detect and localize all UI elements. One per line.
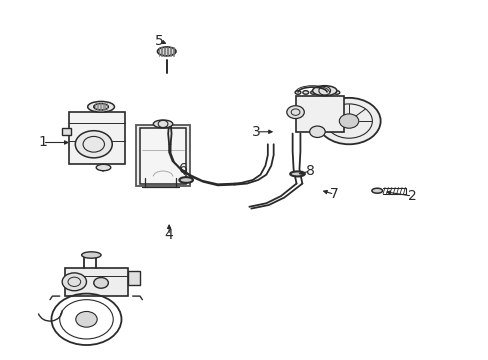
- Circle shape: [62, 273, 86, 291]
- Ellipse shape: [310, 91, 316, 94]
- Bar: [64, 267, 127, 296]
- Ellipse shape: [318, 91, 324, 94]
- Circle shape: [76, 311, 97, 327]
- Bar: [140, 128, 186, 184]
- Circle shape: [75, 131, 112, 158]
- Bar: [136, 125, 190, 186]
- Circle shape: [94, 278, 108, 288]
- Text: 5: 5: [155, 34, 163, 48]
- Text: 1: 1: [38, 135, 47, 149]
- Ellipse shape: [371, 188, 382, 193]
- Circle shape: [309, 126, 325, 138]
- Ellipse shape: [153, 120, 172, 128]
- Bar: [127, 271, 140, 285]
- Ellipse shape: [312, 86, 336, 96]
- Circle shape: [317, 98, 380, 144]
- Ellipse shape: [289, 171, 304, 176]
- Text: 4: 4: [164, 228, 173, 242]
- Text: 2: 2: [407, 189, 416, 203]
- Bar: [62, 128, 71, 135]
- Ellipse shape: [94, 104, 108, 110]
- Ellipse shape: [157, 47, 176, 56]
- Ellipse shape: [294, 91, 300, 94]
- Ellipse shape: [81, 252, 101, 258]
- Ellipse shape: [302, 91, 308, 94]
- Bar: [69, 112, 125, 164]
- Circle shape: [339, 114, 358, 128]
- Ellipse shape: [333, 91, 339, 94]
- Text: 7: 7: [329, 187, 338, 201]
- Text: 8: 8: [305, 164, 314, 178]
- Ellipse shape: [96, 164, 111, 171]
- Circle shape: [286, 106, 304, 118]
- Text: 3: 3: [252, 125, 261, 139]
- Text: 6: 6: [179, 162, 188, 176]
- Bar: [295, 96, 344, 132]
- Ellipse shape: [325, 91, 331, 94]
- Ellipse shape: [87, 102, 114, 112]
- Ellipse shape: [179, 177, 193, 183]
